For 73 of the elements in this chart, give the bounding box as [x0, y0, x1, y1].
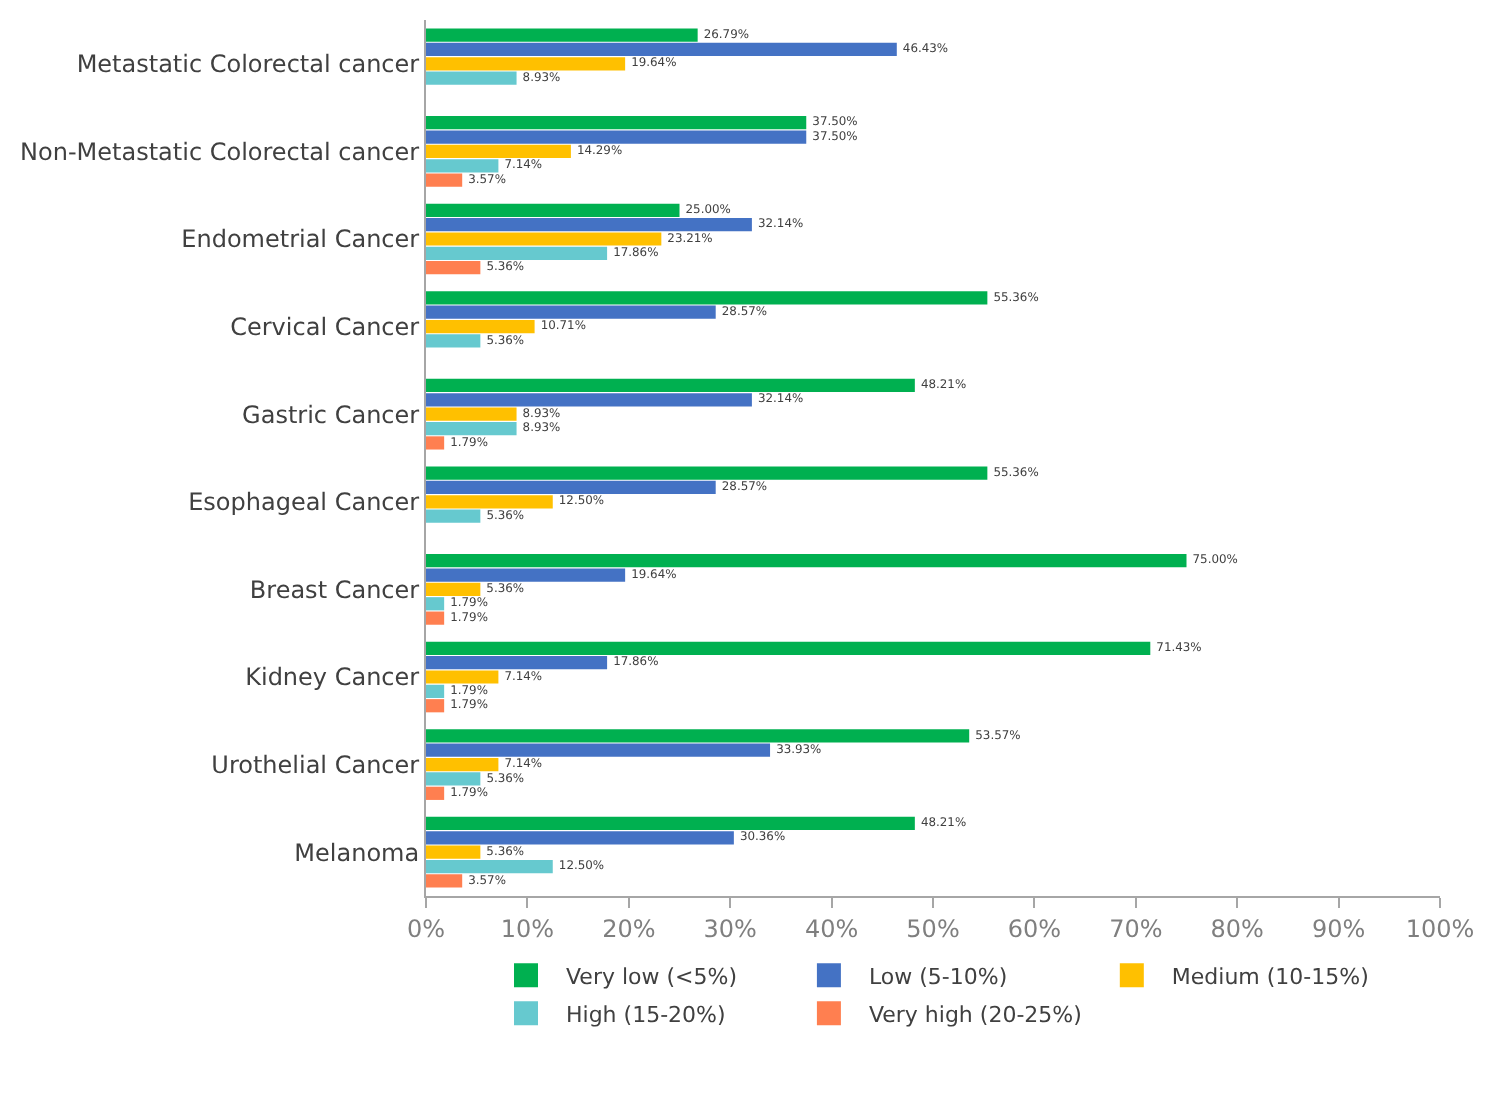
bar: [426, 568, 626, 582]
x-tick-label: 60%: [1007, 914, 1062, 943]
bar: [426, 393, 752, 407]
bar: [426, 670, 499, 684]
bar: [426, 378, 915, 393]
bar: [426, 656, 608, 670]
bar: [426, 699, 445, 713]
x-tick-label: 20%: [602, 914, 656, 943]
bar: [426, 291, 988, 305]
bar: [426, 71, 517, 85]
bar: [426, 116, 807, 130]
bar: [426, 859, 553, 874]
legend-label: Low (5-10%): [868, 963, 1008, 990]
bar: [426, 831, 734, 845]
legend-label: High (15-20%): [566, 1001, 726, 1028]
bar: [426, 334, 481, 348]
legend-label: Very high (20-25%): [868, 1001, 1082, 1028]
bar: [426, 786, 445, 800]
y-tick-label: Non-Metastatic Colorectal cancer: [20, 137, 420, 166]
x-tick-label: 10%: [500, 914, 555, 943]
legend-label: Medium (10-15%): [1171, 963, 1369, 990]
x-tick-label: 80%: [1210, 914, 1264, 943]
bar: [426, 42, 897, 57]
y-tick-label: Cervical Cancer: [230, 313, 420, 341]
y-tick-label: Urothelial Cancer: [211, 751, 420, 779]
bar: [426, 57, 626, 71]
bar: [426, 611, 445, 625]
bar: [426, 320, 535, 334]
y-tick-label: Gastric Cancer: [242, 400, 420, 429]
bar: [426, 480, 716, 495]
bar: [426, 159, 499, 173]
bar: [426, 684, 445, 698]
y-tick-label: Metastatic Colorectal cancer: [76, 50, 420, 79]
bar: [426, 466, 988, 480]
x-tick-label: 40%: [804, 914, 859, 943]
bar: [426, 509, 481, 523]
bar: [426, 874, 463, 888]
bar: [426, 816, 915, 831]
bar: [426, 641, 1151, 655]
y-tick-label: Kidney Cancer: [245, 663, 420, 692]
x-tick-label: 70%: [1109, 914, 1163, 943]
legend-label: Very low (<5%): [566, 963, 737, 990]
x-tick-label: 0%: [406, 914, 446, 943]
bar: [426, 436, 445, 450]
bar: [426, 845, 481, 859]
bar: [426, 421, 517, 436]
x-tick-label: 30%: [703, 914, 757, 943]
y-tick-label: Breast Cancer: [249, 575, 420, 604]
y-tick-label: Esophageal Cancer: [188, 488, 420, 517]
x-tick-label: 90%: [1311, 914, 1366, 943]
bar: [426, 28, 698, 42]
x-tick-label: 50%: [906, 914, 960, 943]
bar: [426, 729, 970, 743]
bar: [426, 130, 807, 144]
bar: [426, 554, 1187, 568]
bar: [426, 597, 445, 611]
x-tick-label: 100%: [1405, 914, 1475, 943]
bar: [426, 246, 608, 260]
bar: [426, 232, 662, 246]
bar: [426, 173, 463, 187]
bar: [426, 495, 553, 509]
bar: [426, 758, 499, 772]
bar: [426, 407, 517, 421]
bar: [426, 305, 716, 319]
bar: [426, 261, 481, 275]
bar: [426, 203, 680, 217]
bar: [426, 218, 752, 232]
bar: [426, 772, 481, 786]
bar: [426, 582, 481, 596]
bar: [426, 144, 571, 158]
y-tick-label: Endometrial Cancer: [181, 225, 420, 254]
bar: [426, 743, 771, 757]
y-tick-label: Melanoma: [294, 838, 420, 867]
